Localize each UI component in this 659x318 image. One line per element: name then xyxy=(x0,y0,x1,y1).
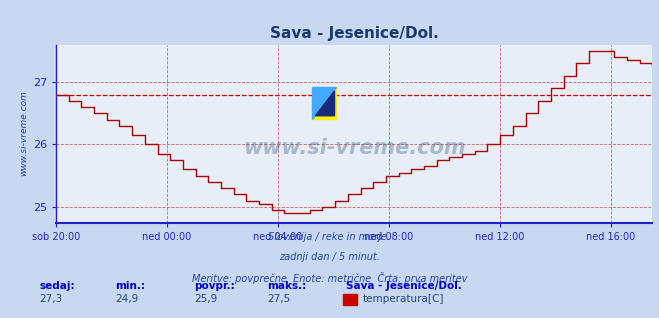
Title: Sava - Jesenice/Dol.: Sava - Jesenice/Dol. xyxy=(270,25,439,41)
Y-axis label: www.si-vreme.com: www.si-vreme.com xyxy=(20,91,28,176)
Text: Sava - Jesenice/Dol.: Sava - Jesenice/Dol. xyxy=(346,281,462,291)
Text: temperatura[C]: temperatura[C] xyxy=(362,294,444,304)
Text: 27,5: 27,5 xyxy=(267,294,290,304)
Text: 24,9: 24,9 xyxy=(115,294,138,304)
Polygon shape xyxy=(312,87,336,119)
Polygon shape xyxy=(316,91,335,116)
Text: maks.:: maks.: xyxy=(267,281,306,291)
Text: povpr.:: povpr.: xyxy=(194,281,235,291)
Text: www.si-vreme.com: www.si-vreme.com xyxy=(243,138,465,158)
Text: Slovenija / reke in morje.: Slovenija / reke in morje. xyxy=(268,232,391,242)
Polygon shape xyxy=(312,87,336,119)
Text: 25,9: 25,9 xyxy=(194,294,217,304)
Text: sedaj:: sedaj: xyxy=(40,281,75,291)
Text: 27,3: 27,3 xyxy=(40,294,63,304)
Text: min.:: min.: xyxy=(115,281,146,291)
Text: Meritve: povprečne  Enote: metrične  Črta: prva meritev: Meritve: povprečne Enote: metrične Črta:… xyxy=(192,272,467,284)
Text: zadnji dan / 5 minut.: zadnji dan / 5 minut. xyxy=(279,252,380,262)
